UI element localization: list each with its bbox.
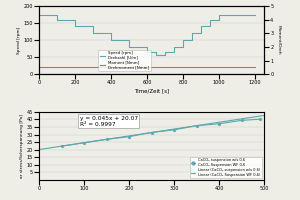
Legend: CaCO₃ suspension w/s 0.6
CaCO₃ Suspension WF 0,6, Linear (CaCO₃ suspension w/s 0: CaCO₃ suspension w/s 0.6 CaCO₃ Suspensio… — [190, 157, 262, 178]
Y-axis label: ar stress/Scherspannung [Pa]: ar stress/Scherspannung [Pa] — [20, 114, 24, 178]
Text: y = 0.045x + 20.07
R² = 0.9997: y = 0.045x + 20.07 R² = 0.9997 — [80, 116, 138, 127]
Y-axis label: Speed [rpm]: Speed [rpm] — [16, 26, 21, 54]
Y-axis label: Moment/Dreh: Moment/Dreh — [276, 25, 280, 55]
Legend: Speed [rpm]
Drehzahl [U/m], Moment [Nmm]
Drehmoment [Nmm]: Speed [rpm] Drehzahl [U/m], Moment [Nmm]… — [98, 50, 151, 71]
X-axis label: Time/Zeit [s]: Time/Zeit [s] — [134, 88, 169, 93]
